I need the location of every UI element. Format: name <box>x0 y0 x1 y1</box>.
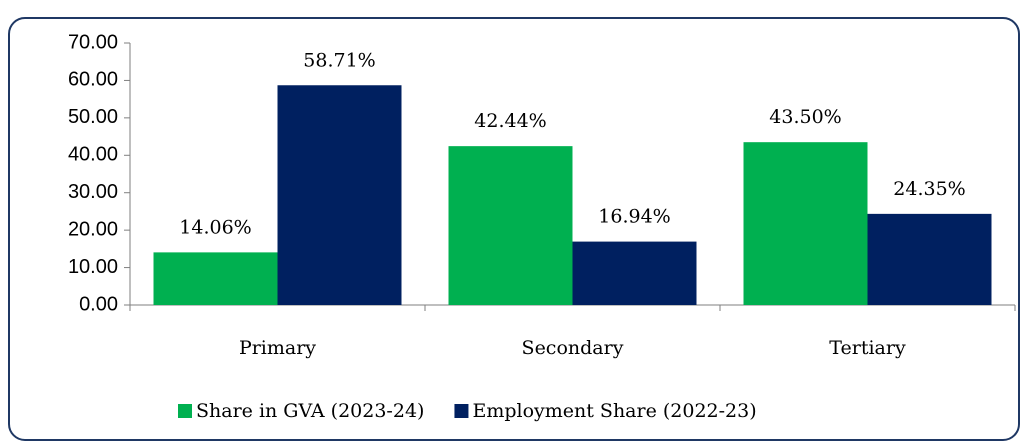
value-label: 14.06% <box>179 216 251 238</box>
y-tick-label: 30.00 <box>68 181 118 203</box>
y-tick-label: 60.00 <box>68 69 118 91</box>
x-tick-label: Tertiary <box>829 337 906 359</box>
value-label: 43.50% <box>769 106 841 128</box>
value-label: 58.71% <box>303 49 375 71</box>
y-tick-label: 40.00 <box>68 144 118 166</box>
x-tick-label: Secondary <box>522 337 624 359</box>
value-label: 42.44% <box>474 110 546 132</box>
value-label: 24.35% <box>893 178 965 200</box>
bar <box>448 146 573 305</box>
legend-label: Employment Share (2022-23) <box>472 400 756 422</box>
y-tick-label: 0.00 <box>79 293 118 315</box>
bar <box>743 142 868 305</box>
legend-swatch <box>454 404 469 418</box>
y-tick-label: 20.00 <box>68 218 118 240</box>
value-label: 16.94% <box>598 206 670 228</box>
legend-swatch <box>178 404 192 418</box>
legend-label: Share in GVA (2023-24) <box>196 400 424 422</box>
y-tick-label: 70.00 <box>68 31 118 53</box>
bar <box>277 85 402 305</box>
bar <box>153 252 278 305</box>
y-tick-label: 50.00 <box>68 106 118 128</box>
x-tick-label: Primary <box>239 337 316 359</box>
bar <box>572 241 697 305</box>
bar <box>867 213 992 305</box>
y-tick-label: 10.00 <box>68 256 118 278</box>
